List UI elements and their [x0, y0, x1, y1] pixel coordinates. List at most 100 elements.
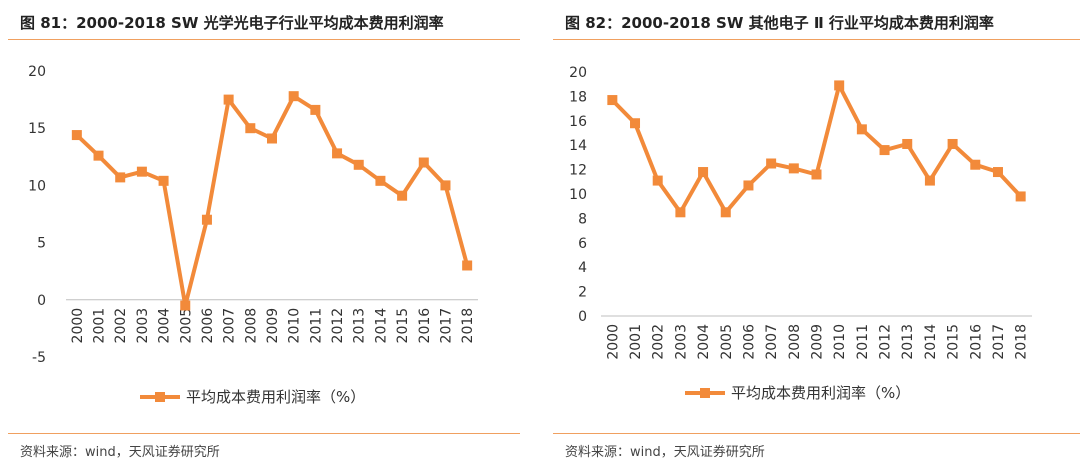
- chart-title-right: 图 82：2000-2018 SW 其他电子 Ⅱ 行业平均成本费用利润率: [565, 14, 994, 32]
- x-tick-label-left: 2003: [135, 308, 151, 344]
- x-tick-label-right: 2003: [673, 324, 689, 360]
- x-tick-label-left: 2018: [460, 308, 476, 344]
- title-divider-left: [8, 39, 520, 40]
- source-note-left: 资料来源：wind，天风证券研究所: [20, 445, 220, 460]
- y-tick-label-right: 4: [578, 260, 587, 276]
- data-point-left: [440, 180, 451, 191]
- y-tick-label-right: 16: [569, 114, 587, 130]
- x-tick-label-left: 2013: [352, 308, 368, 344]
- data-point-left: [115, 172, 126, 183]
- x-tick-label-right: 2011: [855, 324, 871, 360]
- data-point-right: [766, 158, 777, 169]
- x-tick-label-right: 2006: [741, 324, 757, 360]
- x-tick-label-right: 2018: [1014, 324, 1030, 360]
- data-point-right: [698, 167, 709, 178]
- x-tick-label-left: 2008: [243, 308, 259, 344]
- y-tick-label-left: 10: [28, 178, 46, 194]
- data-point-left: [267, 133, 277, 144]
- y-tick-label-left: 20: [28, 64, 46, 80]
- x-tick-label-right: 2017: [991, 324, 1007, 360]
- y-tick-label-right: 0: [578, 309, 587, 325]
- x-tick-label-right: 2004: [696, 324, 712, 360]
- x-tick-label-left: 2005: [178, 308, 194, 344]
- x-tick-label-left: 2012: [330, 308, 346, 344]
- x-tick-label-right: 2013: [900, 324, 916, 360]
- x-tick-label-left: 2002: [113, 308, 129, 344]
- data-point-left: [288, 91, 299, 102]
- data-point-right: [675, 207, 686, 218]
- y-tick-label-right: 10: [569, 187, 587, 203]
- series-line-right: [610, 83, 1023, 215]
- data-point-right: [947, 138, 958, 149]
- data-point-left: [158, 175, 169, 186]
- data-point-left: [180, 300, 191, 311]
- chart-panel-left: 图 81：2000-2018 SW 光学光电子行业平均成本费用利润率 -5 0 5 1…: [0, 0, 520, 463]
- legend-label-left: 平均成本费用利润率（%）: [186, 388, 365, 406]
- x-tick-label-left: 2009: [265, 308, 281, 344]
- data-point-right: [902, 138, 913, 149]
- chart-panel-right: 图 82：2000-2018 SW 其他电子 Ⅱ 行业平均成本费用利润率 0 2 4…: [545, 0, 1080, 463]
- y-tick-label-left: 0: [37, 293, 46, 309]
- data-point-right: [879, 145, 890, 156]
- data-point-right: [924, 175, 935, 186]
- y-tick-label-right: 6: [578, 236, 587, 252]
- x-tick-label-right: 2014: [923, 324, 939, 360]
- legend-marker-left: [155, 392, 165, 402]
- source-divider-left: [8, 433, 520, 434]
- y-tick-label-right: 14: [569, 138, 587, 154]
- data-point-right: [811, 169, 822, 180]
- data-point-left: [353, 159, 364, 170]
- source-note-right: 资料来源：wind，天风证券研究所: [565, 445, 765, 460]
- data-point-left: [136, 166, 147, 177]
- data-point-left: [310, 104, 321, 115]
- x-tick-label-right: 2012: [878, 324, 894, 360]
- y-tick-label-left: -5: [32, 350, 46, 366]
- data-point-right: [992, 167, 1003, 178]
- x-tick-label-left: 2011: [308, 308, 324, 344]
- y-tick-label-right: 2: [578, 285, 587, 301]
- source-divider-right: [553, 433, 1080, 434]
- data-point-left: [462, 260, 473, 271]
- x-tick-label-left: 2000: [70, 308, 86, 344]
- data-point-right: [607, 95, 618, 106]
- data-point-left: [201, 214, 212, 225]
- chart-title-left: 图 81：2000-2018 SW 光学光电子行业平均成本费用利润率: [20, 14, 444, 32]
- data-point-right: [970, 159, 981, 170]
- y-tick-label-left: 5: [37, 236, 46, 252]
- series-line-left: [74, 94, 470, 308]
- x-tick-label-right: 2010: [832, 324, 848, 360]
- legend-label-right: 平均成本费用利润率（%）: [731, 384, 910, 402]
- x-tick-label-right: 2007: [764, 324, 780, 360]
- x-tick-label-right: 2005: [719, 324, 735, 360]
- data-point-left: [375, 175, 386, 186]
- x-tick-label-right: 2015: [946, 324, 962, 360]
- data-point-left: [418, 157, 429, 168]
- x-tick-label-left: 2016: [417, 308, 433, 344]
- x-tick-label-left: 2014: [373, 308, 389, 344]
- x-tick-label-right: 2008: [787, 324, 803, 360]
- data-point-right: [630, 118, 641, 129]
- data-point-right: [652, 175, 663, 186]
- x-tick-label-left: 2006: [200, 308, 216, 344]
- x-tick-label-left: 2001: [92, 308, 108, 344]
- data-point-right: [1015, 191, 1026, 202]
- legend-marker-right: [700, 388, 710, 398]
- data-point-right: [788, 163, 799, 174]
- title-divider-right: [553, 39, 1080, 40]
- data-point-left: [223, 94, 234, 105]
- x-tick-label-left: 2015: [395, 308, 411, 344]
- x-tick-label-left: 2017: [438, 308, 454, 344]
- x-tick-label-right: 2002: [651, 324, 667, 360]
- data-point-left: [332, 148, 343, 159]
- y-tick-label-left: 15: [28, 121, 46, 137]
- data-point-right: [856, 124, 867, 135]
- y-tick-label-right: 20: [569, 65, 587, 81]
- x-tick-label-right: 2001: [628, 324, 644, 360]
- data-point-right: [743, 180, 754, 191]
- x-tick-label-left: 2004: [157, 308, 173, 344]
- x-tick-label-right: 2000: [605, 324, 621, 360]
- y-tick-label-right: 18: [569, 89, 587, 105]
- data-point-right: [720, 207, 731, 218]
- data-point-left: [93, 150, 104, 161]
- data-point-left: [245, 123, 256, 134]
